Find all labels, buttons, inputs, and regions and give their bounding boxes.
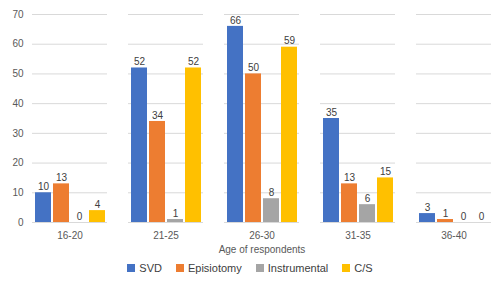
svg-text:8: 8 (269, 187, 275, 198)
svg-text:0: 0 (77, 211, 83, 222)
svg-text:6: 6 (365, 193, 371, 204)
svg-text:31-35: 31-35 (345, 230, 371, 241)
svg-text:0: 0 (18, 217, 24, 228)
svg-text:1: 1 (173, 208, 179, 219)
svg-text:15: 15 (380, 166, 392, 177)
svg-text:1: 1 (443, 208, 449, 219)
svg-text:4: 4 (95, 199, 101, 210)
svg-text:50: 50 (248, 62, 260, 73)
svg-text:35: 35 (326, 107, 338, 118)
svg-text:66: 66 (230, 15, 242, 26)
html-text:Instrumental: Instrumental (267, 262, 329, 274)
svg-text:26-30: 26-30 (249, 230, 275, 241)
html-text:SVD: SVD (139, 262, 162, 274)
svg-text:10: 10 (38, 181, 50, 192)
svg-text:Age of respondents: Age of respondents (219, 244, 306, 255)
svg-text:40: 40 (12, 98, 24, 109)
svg-text:52: 52 (188, 56, 200, 67)
svg-text:59: 59 (284, 35, 296, 46)
svg-text:60: 60 (12, 38, 24, 49)
svg-text:70: 70 (12, 9, 24, 20)
svg-text:36-40: 36-40 (441, 230, 467, 241)
svg-text:10: 10 (12, 187, 24, 198)
svg-text:52: 52 (134, 56, 146, 67)
html-text:C/S: C/S (354, 262, 373, 274)
svg-text:13: 13 (56, 172, 68, 183)
svg-text:13: 13 (344, 172, 356, 183)
svg-text:3: 3 (425, 202, 431, 213)
svg-text:30: 30 (12, 128, 24, 139)
svg-text:50: 50 (12, 68, 24, 79)
svg-text:21-25: 21-25 (153, 230, 179, 241)
svg-text:0: 0 (479, 211, 485, 222)
svg-text:16-20: 16-20 (57, 230, 83, 241)
svg-text:20: 20 (12, 157, 24, 168)
svg-text:34: 34 (152, 110, 164, 121)
html-text:Episiotomy: Episiotomy (188, 262, 242, 274)
svg-text:0: 0 (461, 211, 467, 222)
